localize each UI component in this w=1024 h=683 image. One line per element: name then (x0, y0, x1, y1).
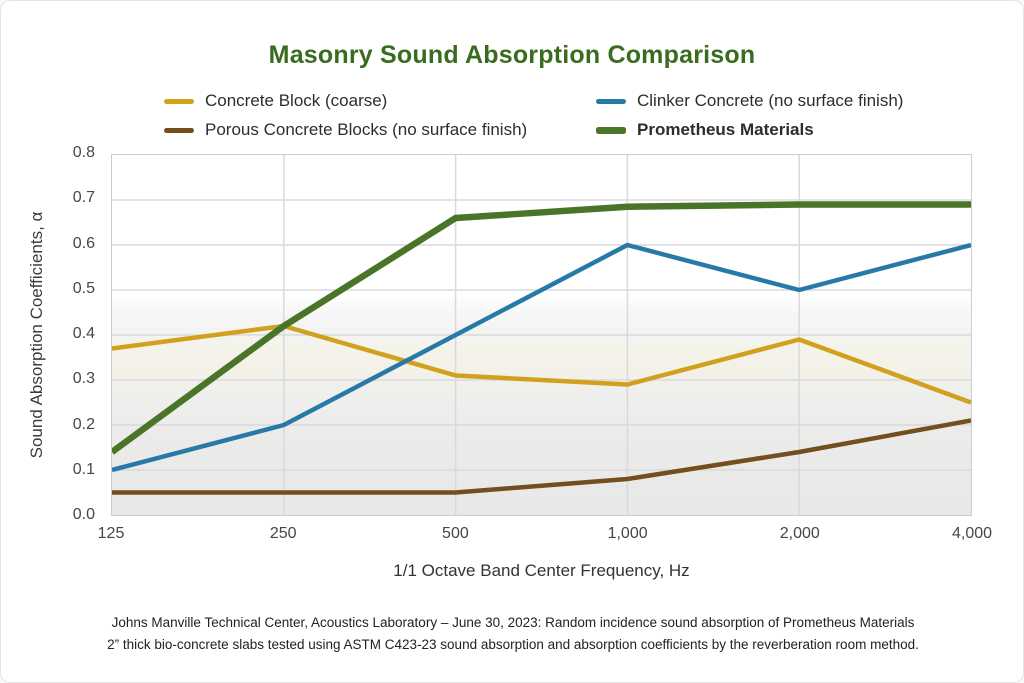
y-tick-label: 0.8 (72, 144, 95, 161)
x-tick-label: 500 (442, 525, 469, 542)
series-line-1 (112, 323, 971, 405)
y-tick-label: 0.1 (72, 460, 95, 478)
caption: Johns Manville Technical Center, Acousti… (63, 612, 963, 656)
legend-label: Porous Concrete Blocks (no surface finis… (205, 120, 528, 139)
legend-line-swatch-icon (164, 98, 194, 104)
legend-item-1: Concrete Block (coarse) (164, 91, 596, 111)
y-axis-ticks: 0.0 0.1 0.2 0.3 0.4 0.5 0.6 0.7 0.8 (1, 144, 95, 523)
x-tick-label: 125 (97, 525, 125, 542)
legend-line-swatch-icon (596, 98, 626, 104)
legend-line-swatch-icon (596, 126, 626, 134)
y-tick-label: 0.2 (72, 415, 95, 433)
legend: Concrete Block (coarse) Clinker Concrete … (164, 91, 903, 140)
series-line-2 (112, 242, 971, 473)
caption-line-2: 2” thick bio-concrete slabs tested using… (107, 636, 919, 652)
y-tick-label: 0.4 (72, 325, 95, 342)
y-tick-label: 0.3 (72, 370, 95, 388)
y-tick-label: 0.6 (72, 234, 95, 252)
chart-title: Masonry Sound Absorption Comparison (268, 41, 756, 69)
legend-item-4: Prometheus Materials (596, 120, 903, 140)
x-tick-label: 1,000 (607, 525, 648, 542)
y-tick-label: 0.5 (72, 279, 95, 297)
series-line-4 (112, 201, 971, 455)
x-tick-label: 250 (269, 525, 297, 542)
x-axis-ticks: 125 250 500 1,000 2,000 4,000 (98, 525, 992, 547)
series-line-3 (112, 418, 971, 495)
y-tick-label: 0.0 (72, 506, 95, 523)
y-tick-label: 0.7 (72, 189, 95, 207)
legend-label: Clinker Concrete (no surface finish) (637, 91, 904, 110)
legend-item-3: Porous Concrete Blocks (no surface finis… (164, 120, 596, 140)
x-axis-title: 1/1 Octave Band Center Frequency, Hz (393, 561, 690, 580)
legend-item-2: Clinker Concrete (no surface finish) (596, 91, 903, 111)
line-chart-canvas (112, 155, 971, 515)
legend-label: Prometheus Materials (637, 120, 814, 139)
plot-area (111, 154, 972, 516)
legend-line-swatch-icon (164, 127, 194, 133)
caption-line-1: Johns Manville Technical Center, Acousti… (111, 615, 915, 630)
x-tick-label: 4,000 (951, 525, 993, 542)
x-tick-label: 2,000 (779, 525, 820, 542)
legend-label: Concrete Block (coarse) (205, 91, 388, 110)
